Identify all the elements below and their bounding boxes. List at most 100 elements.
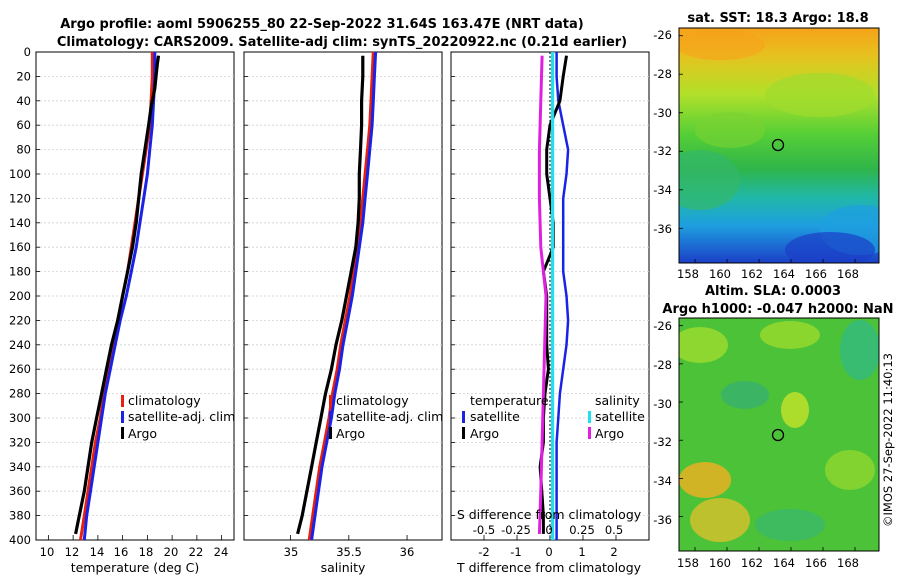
lon-tick-label: 164 [773, 556, 795, 570]
difference-lines [537, 52, 570, 540]
temperature-grid [36, 51, 234, 541]
sst-map-panel: -26 -28 -30 -32 -34 -36 158 160 162 164 … [653, 27, 880, 281]
depth-tick-label: 360 [9, 484, 31, 498]
top-tick-label: 0.25 [569, 523, 595, 537]
series-line-temperature-satellite [555, 52, 570, 540]
top-tick-label: 0.5 [605, 523, 623, 537]
temperature-legend: climatology satellite-adj. clim Argo [121, 393, 235, 441]
depth-tick-label: 180 [9, 265, 31, 279]
legend-swatch-t-argo [462, 427, 465, 439]
series-line-salinity-argo [537, 55, 548, 534]
depth-tick-label: 240 [9, 338, 31, 352]
x-tick-label: 2 [610, 545, 617, 559]
sst-map-y-tick-labels: -26 -28 -30 -32 -34 -36 [653, 28, 672, 236]
x-tick-label: 1 [578, 545, 585, 559]
lon-tick-label: 166 [805, 556, 827, 570]
difference-panel: S difference from climatology -0.5 -0.25… [450, 51, 650, 575]
depth-tick-label: 0 [24, 45, 31, 59]
x-tick-label: -2 [478, 545, 489, 559]
depth-tick-label: 120 [9, 191, 31, 205]
x-tick-label: 35 [284, 545, 299, 559]
x-tick-label: -1 [510, 545, 521, 559]
x-tick-label: 35.5 [336, 545, 362, 559]
sst-map-frame [678, 27, 880, 264]
salinity-grid [244, 51, 442, 541]
depth-tick-label: 40 [16, 94, 31, 108]
sla-map-y-tick-labels: -26 -28 -30 -32 -34 -36 [653, 319, 672, 527]
lat-tick-label: -26 [653, 28, 672, 42]
x-tick-label: 10 [40, 545, 55, 559]
legend-label-satellite: satellite-adj. clim [128, 409, 235, 424]
lat-tick-label: -30 [653, 106, 672, 120]
legend-label-s-satellite: satellite [595, 409, 645, 424]
series-line-satellite-adj-clim [82, 52, 157, 541]
depth-tick-label: 380 [9, 509, 31, 523]
series-line-climatology [307, 51, 375, 541]
sla-patch [781, 392, 809, 428]
sla-map-ticks [679, 325, 856, 551]
map1-title: sat. SST: 18.3 Argo: 18.8 [687, 11, 868, 26]
imos-credit: ©IMOS 27-Sep-2022 11:40:13 [881, 353, 895, 527]
sla-map-x-tick-labels: 158 160 162 164 166 168 [677, 556, 859, 570]
temperature-x-label: temperature (deg C) [71, 560, 200, 575]
temperature-x-tick-labels: 10 12 14 16 18 20 22 24 [40, 545, 229, 559]
map2-title-line-1: Altim. SLA: 0.0003 [705, 284, 841, 299]
lon-tick-label: 162 [741, 267, 763, 281]
lat-tick-label: -34 [653, 474, 672, 488]
sst-patch [785, 232, 875, 263]
sst-patch [695, 112, 765, 148]
legend-label-climatology: climatology [336, 393, 409, 408]
depth-tick-label: 400 [9, 533, 31, 547]
s-difference-tick-labels: -0.5 -0.25 0 0.25 0.5 [473, 523, 623, 537]
lon-tick-label: 166 [805, 267, 827, 281]
temperature-lines [74, 52, 161, 541]
lon-tick-label: 160 [709, 267, 731, 281]
legend-label-argo: Argo [336, 426, 365, 441]
sla-patch [755, 509, 825, 541]
legend-label-s-argo: Argo [595, 426, 624, 441]
salinity-lines [296, 51, 378, 541]
legend-swatch-climatology [121, 395, 124, 407]
legend-heading-salinity: salinity [595, 393, 640, 408]
lat-tick-label: -32 [653, 144, 672, 158]
depth-tick-label: 160 [9, 240, 31, 254]
depth-tick-label: 140 [9, 216, 31, 230]
series-line-argo [74, 55, 161, 535]
sst-map-ticks [679, 35, 856, 263]
sla-patch [760, 321, 820, 349]
lon-tick-label: 168 [837, 556, 859, 570]
series-line-argo [296, 55, 365, 535]
legend-swatch-argo [329, 427, 332, 439]
top-tick-label: -0.5 [473, 523, 495, 537]
sst-patch [765, 73, 875, 117]
x-tick-label: 22 [189, 545, 204, 559]
sst-map-x-tick-labels: 158 160 162 164 166 168 [677, 267, 859, 281]
salinity-x-label: salinity [321, 560, 366, 575]
legend-label-argo: Argo [128, 426, 157, 441]
difference-legend-temperature: temperature satellite Argo [462, 393, 549, 441]
sla-map-frame [678, 317, 880, 552]
legend-label-satellite: satellite-adj. clim [336, 409, 443, 424]
sla-patch [825, 450, 875, 490]
lat-tick-label: -34 [653, 183, 672, 197]
lat-tick-label: -28 [653, 358, 672, 372]
map2-title-line-2: Argo h1000: -0.047 h2000: NaN [662, 302, 893, 317]
lat-tick-label: -30 [653, 397, 672, 411]
x-tick-label: 20 [164, 545, 179, 559]
depth-tick-label: 320 [9, 435, 31, 449]
lon-tick-label: 158 [677, 267, 699, 281]
temperature-panel: 0 20 40 60 80 100 120 140 160 180 200 220 240 260 280 3… [9, 45, 235, 575]
sla-patch [721, 381, 769, 409]
depth-tick-label: 80 [16, 143, 31, 157]
x-tick-label: 12 [65, 545, 80, 559]
depth-tick-labels: 0 20 40 60 80 100 120 140 160 180 200 220 240 260 280 3… [9, 45, 31, 547]
difference-x-tick-labels: -2 -1 0 1 2 [478, 545, 617, 559]
sla-patch [840, 320, 879, 380]
legend-label-t-argo: Argo [470, 426, 499, 441]
lat-tick-label: -36 [653, 222, 672, 236]
argo-location-marker [771, 428, 785, 442]
depth-tick-label: 220 [9, 313, 31, 327]
difference-grid [451, 51, 649, 541]
legend-label-t-satellite: satellite [470, 409, 520, 424]
